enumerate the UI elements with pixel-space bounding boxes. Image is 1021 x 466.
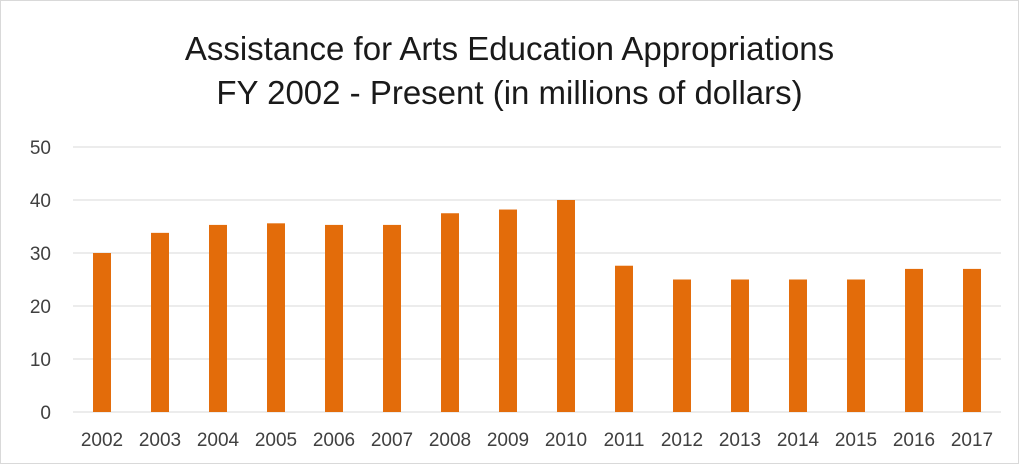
x-axis-ticks: 2002 2003 2004 2005 2006 2007 2008 2009 2010 2011… xyxy=(81,430,993,451)
x-tick-label: 2008 xyxy=(429,430,471,451)
bar-2017 xyxy=(963,268,981,412)
bar-2015 xyxy=(847,279,865,412)
bar-2007 xyxy=(383,224,401,412)
chart-title-line-2: FY 2002 - Present (in millions of dollar… xyxy=(216,74,803,111)
bar-2008 xyxy=(441,213,459,412)
bar-2006 xyxy=(325,224,343,412)
y-tick-label: 50 xyxy=(30,138,51,159)
x-tick-label: 2015 xyxy=(835,430,877,451)
y-tick-label: 40 xyxy=(30,191,51,212)
x-tick-label: 2007 xyxy=(371,430,413,451)
bar-2013 xyxy=(731,279,749,412)
y-axis-ticks: 0 10 20 30 40 50 xyxy=(30,138,51,424)
y-tick-label: 20 xyxy=(30,297,51,318)
bar-2014 xyxy=(789,279,807,412)
x-tick-label: 2005 xyxy=(255,430,297,451)
y-tick-label: 10 xyxy=(30,350,51,371)
x-tick-label: 2009 xyxy=(487,430,529,451)
bar-2011 xyxy=(615,265,633,412)
x-tick-label: 2002 xyxy=(81,430,123,451)
x-tick-label: 2006 xyxy=(313,430,355,451)
x-tick-label: 2011 xyxy=(604,430,645,451)
bar-2009 xyxy=(499,209,517,412)
bar-2012 xyxy=(673,279,691,412)
chart-title: Assistance for Arts Education Appropriat… xyxy=(1,27,1018,115)
x-tick-label: 2017 xyxy=(951,430,993,451)
y-tick-label: 0 xyxy=(40,403,51,424)
x-tick-label: 2003 xyxy=(139,430,181,451)
gridlines xyxy=(73,146,1001,413)
bar-2004 xyxy=(209,224,227,412)
x-tick-label: 2010 xyxy=(545,430,587,451)
y-tick-label: 30 xyxy=(30,244,51,265)
bar-2002 xyxy=(93,253,111,412)
bar-2005 xyxy=(267,223,285,412)
bar-2003 xyxy=(151,232,169,412)
x-tick-label: 2014 xyxy=(777,430,820,451)
bars xyxy=(93,200,981,412)
bar-2016 xyxy=(905,268,923,412)
x-tick-label: 2013 xyxy=(719,430,761,451)
x-tick-label: 2012 xyxy=(661,430,703,451)
bar-2010 xyxy=(557,200,575,412)
chart-title-line-1: Assistance for Arts Education Appropriat… xyxy=(184,30,835,67)
x-tick-label: 2004 xyxy=(197,430,240,451)
x-tick-label: 2016 xyxy=(893,430,935,451)
